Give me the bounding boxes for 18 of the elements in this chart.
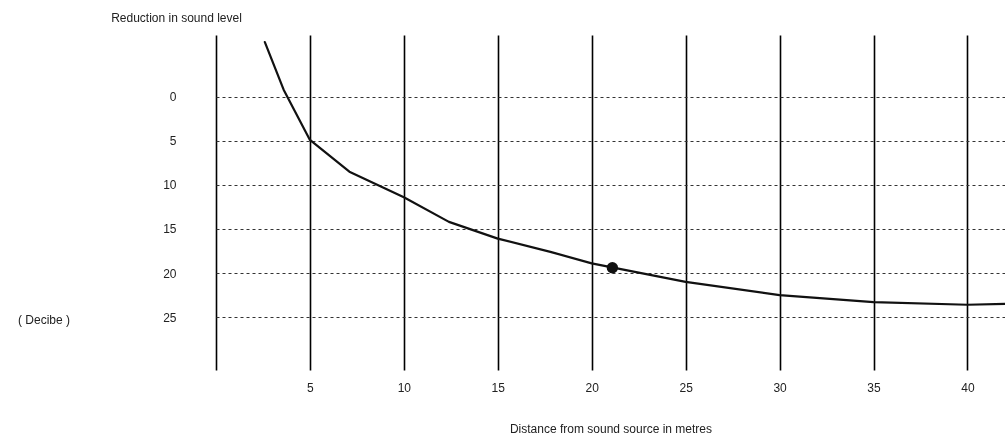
x-tick-label: 35	[867, 380, 881, 395]
x-tick-label: 5	[307, 380, 315, 395]
text: ( Decibe )	[17, 313, 71, 327]
y-tick-label: 0	[169, 90, 177, 105]
x-tick-label: 20	[585, 380, 600, 395]
y-tick-label: 15	[163, 222, 177, 237]
y-tick-label: 10	[163, 178, 177, 193]
y-tick-label: 20	[163, 266, 177, 281]
y-tick-label: 25	[163, 310, 177, 325]
x-tick-label: 10	[397, 380, 412, 395]
x-tick-label: 30	[773, 380, 788, 395]
y-axis-title: Reduction in sound level	[111, 10, 242, 25]
line-series	[263, 40, 1005, 306]
x-axis-title: Distance from sound source in metres	[509, 421, 713, 436]
x-tick-label: 40	[961, 380, 975, 395]
x-tick-label: 25	[679, 380, 694, 395]
y-tick-label: 5	[169, 134, 177, 149]
x-tick-label: 15	[491, 380, 506, 395]
